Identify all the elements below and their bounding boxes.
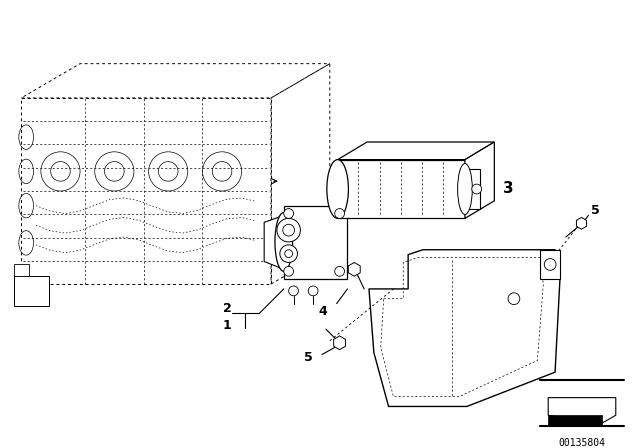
Polygon shape [348, 263, 360, 276]
Polygon shape [369, 250, 560, 406]
Circle shape [277, 219, 300, 242]
Circle shape [283, 224, 294, 236]
Circle shape [308, 286, 318, 296]
Polygon shape [338, 159, 465, 219]
Text: 1: 1 [223, 319, 231, 332]
Circle shape [335, 267, 344, 276]
Polygon shape [548, 398, 616, 423]
Ellipse shape [275, 212, 292, 271]
Polygon shape [333, 336, 346, 349]
Text: 5: 5 [304, 351, 312, 364]
Ellipse shape [327, 159, 348, 219]
Bar [15, 264, 29, 276]
Circle shape [544, 258, 556, 270]
Bar [540, 250, 560, 279]
Circle shape [285, 250, 292, 258]
Polygon shape [284, 206, 348, 279]
Text: 2: 2 [223, 302, 231, 315]
Bar [460, 169, 479, 209]
Bar [15, 276, 49, 306]
Text: 3: 3 [503, 181, 513, 195]
Polygon shape [577, 217, 587, 229]
Circle shape [508, 293, 520, 305]
Bar [548, 415, 602, 425]
Ellipse shape [458, 164, 472, 215]
Text: 4: 4 [319, 305, 327, 318]
Circle shape [335, 209, 344, 219]
Circle shape [289, 286, 298, 296]
Circle shape [280, 245, 298, 263]
Polygon shape [465, 142, 494, 219]
Text: 00135804: 00135804 [558, 438, 605, 448]
Circle shape [284, 209, 294, 219]
Polygon shape [264, 215, 284, 269]
Circle shape [472, 184, 482, 194]
Circle shape [284, 267, 294, 276]
Polygon shape [338, 142, 494, 159]
Text: 5: 5 [591, 204, 600, 217]
